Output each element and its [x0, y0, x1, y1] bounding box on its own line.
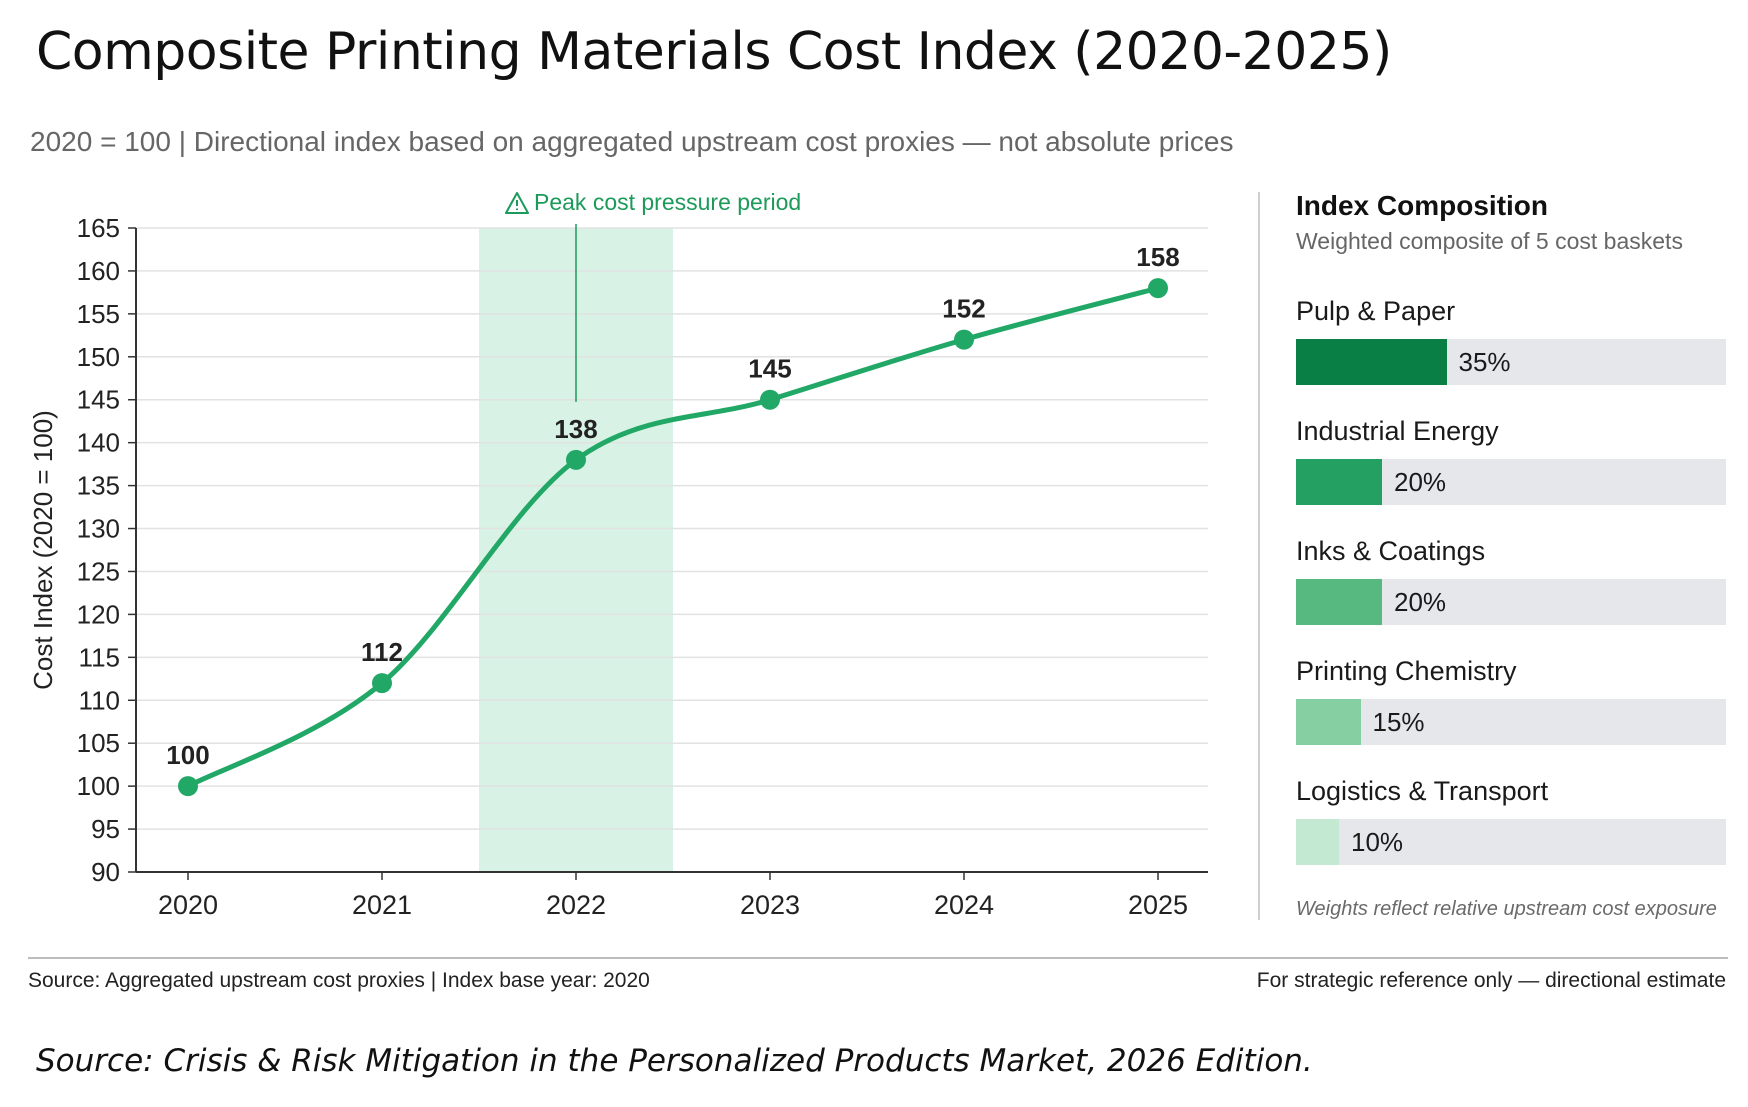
y-tick-label: 125 — [77, 556, 120, 586]
composition-bar-fill — [1296, 699, 1361, 745]
composition-item-label: Pulp & Paper — [1296, 296, 1456, 326]
x-tick-label: 2021 — [352, 890, 412, 920]
x-tick-label: 2023 — [740, 890, 800, 920]
composition-bar-track: 10% — [1296, 819, 1726, 865]
composition-item: Pulp & Paper 35% — [1296, 296, 1726, 385]
chart-title: Composite Printing Materials Cost Index … — [36, 22, 1392, 82]
data-label: 138 — [554, 414, 597, 444]
composition-bar-value: 10% — [1351, 827, 1404, 857]
composition-bar-track: 35% — [1296, 339, 1726, 385]
composition-panel: Index Composition Weighted composite of … — [1296, 190, 1726, 865]
composition-subtitle: Weighted composite of 5 cost baskets — [1296, 228, 1683, 254]
y-tick-label: 90 — [91, 857, 120, 887]
composition-item-label: Inks & Coatings — [1296, 536, 1486, 566]
y-tick-label: 150 — [77, 342, 120, 372]
data-label: 152 — [942, 294, 985, 324]
y-tick-label: 120 — [77, 599, 120, 629]
chart-subtitle: 2020 = 100 | Directional index based on … — [30, 126, 1234, 157]
composition-bar-fill — [1296, 819, 1339, 865]
composition-bar-value: 20% — [1394, 467, 1447, 497]
warning-triangle-icon — [505, 192, 529, 214]
y-tick-label: 160 — [77, 256, 120, 286]
composition-item-label: Logistics & Transport — [1296, 776, 1549, 806]
composition-bar-fill — [1296, 459, 1382, 505]
line-chart: 90 95 100 105 110 115 120 125 130 135 140 145 150 155… — [28, 189, 1208, 920]
composition-bar-value: 20% — [1394, 587, 1447, 617]
y-tick-label: 115 — [79, 642, 120, 672]
y-tick-label: 110 — [79, 685, 120, 715]
y-tick-label: 100 — [77, 771, 120, 801]
y-tick-label: 95 — [91, 814, 120, 844]
composition-title: Index Composition — [1296, 190, 1548, 221]
data-point — [178, 776, 198, 797]
composition-item: Industrial Energy 20% — [1296, 416, 1726, 505]
composition-item: Inks & Coatings 20% — [1296, 536, 1726, 625]
composition-item: Logistics & Transport 10% — [1296, 776, 1726, 865]
y-tick-label: 155 — [77, 299, 120, 329]
composition-bar-value: 15% — [1372, 707, 1425, 737]
composition-bar-track: 20% — [1296, 459, 1726, 505]
composition-bar-track: 20% — [1296, 579, 1726, 625]
y-tick-label: 145 — [77, 385, 120, 415]
y-tick-label: 165 — [77, 213, 120, 243]
composition-item-label: Printing Chemistry — [1296, 656, 1517, 686]
data-point — [954, 329, 974, 350]
data-label: 100 — [166, 740, 209, 770]
y-axis-label: Cost Index (2020 = 100) — [28, 410, 58, 690]
x-tick-label: 2022 — [546, 890, 606, 920]
y-tick-label: 140 — [77, 428, 120, 458]
data-point — [760, 389, 780, 410]
data-point — [1148, 278, 1168, 299]
composition-item: Printing Chemistry 15% — [1296, 656, 1726, 745]
series-line — [185, 285, 1161, 789]
composition-bar-fill — [1296, 579, 1382, 625]
y-tick-label: 135 — [77, 471, 120, 501]
footer-source: Source: Aggregated upstream cost proxies… — [28, 969, 650, 992]
report-source: Source: Crisis & Risk Mitigation in the … — [36, 1043, 1313, 1079]
x-tick-label: 2025 — [1128, 890, 1188, 920]
x-tick-label: 2024 — [934, 890, 994, 920]
highlight-label: Peak cost pressure period — [534, 189, 801, 215]
composition-bar-fill — [1296, 339, 1447, 385]
panel-divider — [1258, 192, 1260, 920]
composition-bar-value: 35% — [1458, 347, 1511, 377]
data-label: 112 — [361, 637, 403, 667]
data-point — [372, 673, 392, 694]
x-tick-label: 2020 — [158, 890, 218, 920]
y-tick-label: 130 — [77, 514, 120, 544]
composition-item-label: Industrial Energy — [1296, 416, 1499, 446]
data-label: 145 — [748, 354, 791, 384]
composition-note: Weights reflect relative upstream cost e… — [1296, 898, 1717, 920]
footer-disclaimer: For strategic reference only — direction… — [1256, 969, 1726, 992]
data-point — [566, 449, 586, 470]
y-tick-label: 105 — [77, 728, 120, 758]
footer-divider — [28, 957, 1728, 959]
data-label: 158 — [1136, 242, 1179, 272]
composition-bar-track: 15% — [1296, 699, 1726, 745]
